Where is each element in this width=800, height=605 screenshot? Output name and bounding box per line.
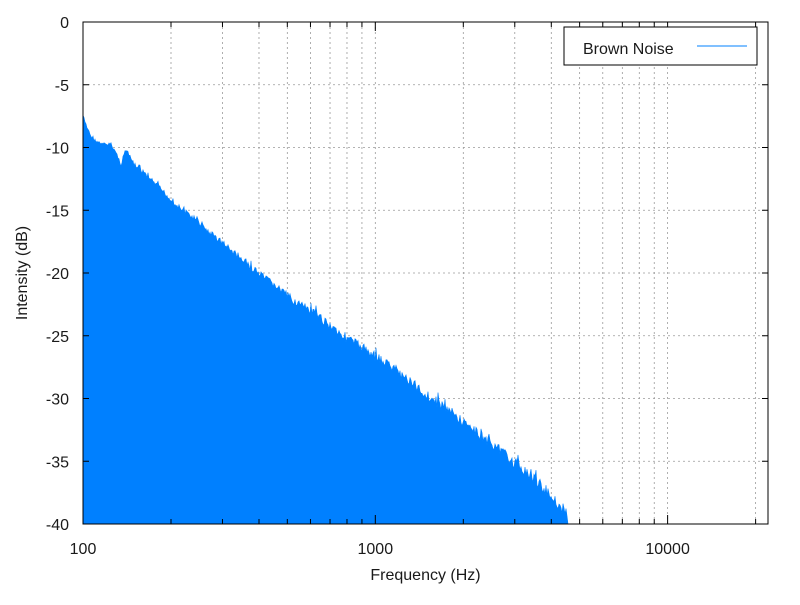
y-tick-label: -40	[46, 517, 69, 534]
y-tick-label: -15	[46, 203, 69, 220]
y-tick-label: -35	[46, 454, 69, 471]
y-tick-label: -20	[46, 266, 69, 283]
brown-noise-area	[82, 113, 569, 525]
x-axis-title: Frequency (Hz)	[370, 567, 480, 584]
x-tick-label: 100	[70, 541, 97, 558]
y-axis-title: Intensity (dB)	[14, 226, 31, 320]
y-tick-label: -30	[46, 392, 69, 409]
x-tick-label: 10000	[645, 541, 690, 558]
y-tick-label: -25	[46, 329, 69, 346]
y-tick-label: -5	[55, 78, 69, 95]
data-area	[82, 113, 569, 525]
legend-label: Brown Noise	[583, 41, 674, 58]
legend: Brown Noise	[563, 26, 758, 66]
x-tick-label: 1000	[358, 541, 394, 558]
y-tick-label: 0	[60, 15, 69, 32]
y-tick-label: -10	[46, 141, 69, 158]
